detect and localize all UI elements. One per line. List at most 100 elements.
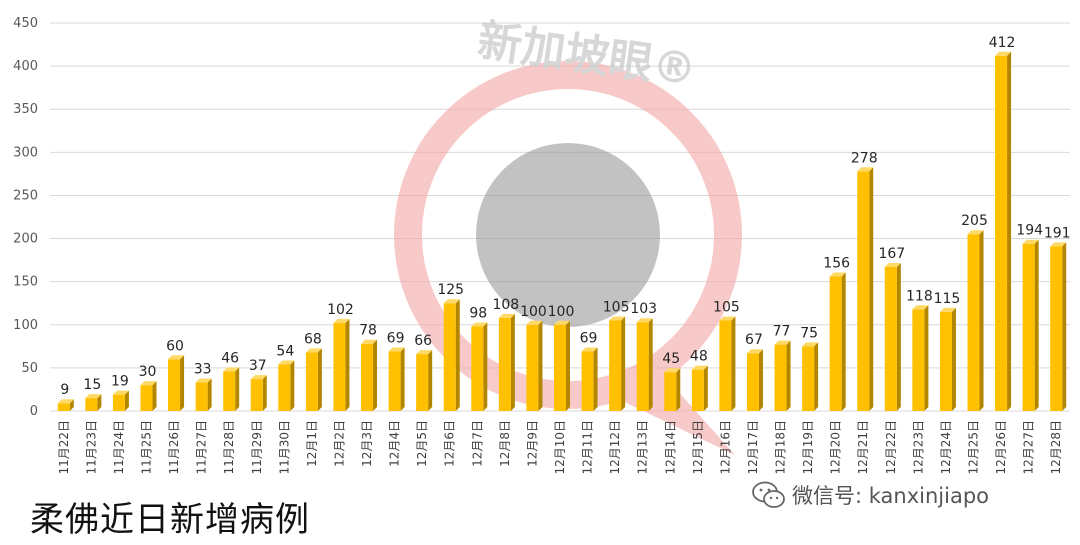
- bar-front: [664, 372, 677, 411]
- bar: [664, 368, 681, 411]
- bar: [884, 263, 901, 411]
- bar: [691, 365, 708, 411]
- y-tick-label: 0: [30, 404, 38, 419]
- data-label: 77: [773, 324, 791, 340]
- bar-top: [939, 307, 956, 312]
- data-label: 105: [603, 299, 630, 315]
- x-tick-label: 12月18日: [774, 420, 788, 475]
- bar: [746, 349, 763, 411]
- data-label: 167: [878, 246, 905, 262]
- bar-front: [305, 352, 318, 411]
- data-label: 156: [823, 255, 850, 271]
- data-label: 30: [139, 364, 157, 380]
- bar-front: [774, 344, 787, 411]
- bar-front: [802, 346, 815, 411]
- data-label: 15: [83, 377, 101, 393]
- bar-top: [1022, 239, 1039, 244]
- bar-top: [884, 263, 901, 268]
- bar-top: [140, 381, 157, 386]
- x-tick-label: 11月27日: [195, 420, 209, 475]
- bar-top: [85, 394, 102, 399]
- bar-side: [786, 340, 791, 411]
- data-label: 103: [630, 301, 657, 317]
- bar: [1022, 239, 1039, 411]
- bar-front: [471, 326, 484, 411]
- x-tick-label: 12月12日: [608, 420, 622, 475]
- bar-side: [924, 305, 929, 411]
- bar-side: [703, 365, 708, 411]
- bar: [774, 340, 791, 411]
- bar-side: [814, 342, 819, 411]
- bar-side: [1007, 51, 1012, 412]
- bar-front: [995, 55, 1008, 412]
- bar-front: [278, 364, 291, 411]
- data-label: 118: [906, 288, 933, 304]
- x-tick-label: 12月3日: [360, 420, 374, 467]
- bar-top: [223, 367, 240, 372]
- data-label: 105: [713, 299, 740, 315]
- bar-top: [333, 319, 350, 324]
- bar-side: [124, 390, 129, 411]
- bar: [829, 272, 846, 411]
- x-tick-label: 12月4日: [388, 420, 402, 467]
- data-label: 19: [111, 374, 129, 390]
- bar-top: [416, 350, 433, 355]
- bar-front: [140, 385, 153, 411]
- bar-side: [979, 230, 984, 411]
- bar-side: [566, 320, 570, 411]
- data-label: 9: [60, 382, 69, 398]
- bar-side: [731, 316, 736, 411]
- data-label: 75: [800, 325, 818, 341]
- bar-side: [152, 381, 157, 411]
- bar: [857, 167, 874, 411]
- bar-front: [526, 324, 539, 411]
- bar-front: [719, 320, 732, 411]
- data-label: 278: [851, 150, 878, 166]
- x-tick-label: 12月13日: [636, 420, 650, 475]
- bar-top: [636, 318, 653, 323]
- x-tick-label: 11月30日: [277, 420, 291, 475]
- data-label: 412: [989, 35, 1016, 51]
- x-tick-label: 12月21日: [856, 420, 870, 475]
- x-tick-label: 12月23日: [911, 420, 925, 475]
- bar: [140, 381, 157, 411]
- bar: [967, 230, 984, 411]
- bar-top: [912, 305, 929, 310]
- bar-front: [57, 403, 70, 411]
- data-label: 78: [359, 323, 377, 339]
- bar: [416, 350, 433, 411]
- bar-front: [168, 359, 181, 411]
- bar-top: [967, 230, 984, 235]
- bar-front: [112, 394, 125, 411]
- bar-front: [636, 322, 649, 411]
- x-tick-label: 12月22日: [884, 420, 898, 475]
- x-tick-label: 12月6日: [443, 420, 457, 467]
- bar-top: [664, 368, 681, 373]
- bar-front: [250, 379, 263, 411]
- data-label: 100: [520, 304, 547, 320]
- bar-front: [967, 234, 980, 411]
- x-tick-label: 12月14日: [663, 420, 677, 475]
- bar-top: [554, 320, 570, 325]
- bar-top: [857, 167, 874, 172]
- x-tick-label: 12月17日: [746, 420, 760, 475]
- data-label: 98: [469, 306, 487, 322]
- bar-top: [195, 378, 212, 383]
- bar: [85, 394, 102, 411]
- x-tick-label: 12月8日: [498, 420, 512, 467]
- bar-front: [416, 354, 429, 411]
- data-label: 67: [745, 332, 763, 348]
- x-tick-label: 12月1日: [305, 420, 319, 467]
- bar: [278, 360, 295, 411]
- bar-top: [719, 316, 736, 321]
- bar: [498, 313, 515, 411]
- bar-top: [443, 299, 460, 304]
- bar-front: [829, 276, 842, 411]
- data-label: 46: [221, 350, 239, 366]
- bar-side: [345, 319, 350, 411]
- y-tick-label: 150: [13, 275, 38, 290]
- x-tick-label: 11月28日: [222, 420, 236, 475]
- bar-side: [896, 263, 901, 411]
- bar-top: [746, 349, 763, 354]
- bar: [609, 316, 626, 411]
